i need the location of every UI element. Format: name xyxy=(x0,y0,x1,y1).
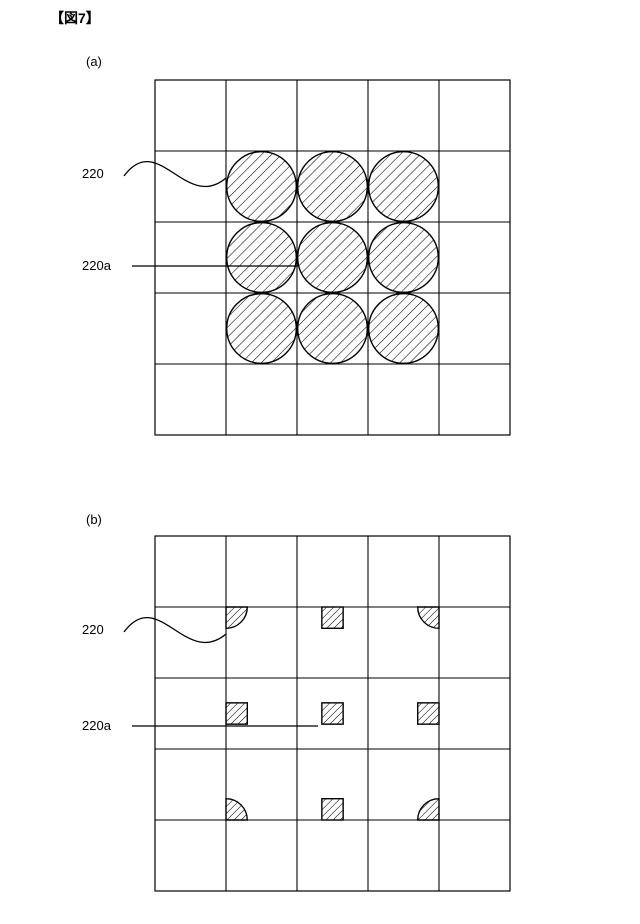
figure-page: 【図7】 (a) (b) 220 220a 220 220a xyxy=(0,0,640,924)
diagram-canvas xyxy=(0,0,640,924)
